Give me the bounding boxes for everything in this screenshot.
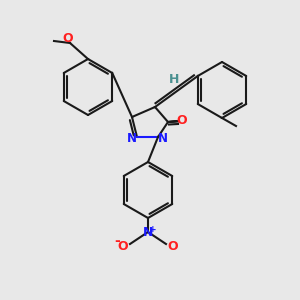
Text: N: N	[127, 131, 137, 145]
Text: -: -	[114, 234, 120, 248]
Text: N: N	[158, 131, 168, 145]
Text: N: N	[143, 226, 153, 239]
Text: O: O	[118, 239, 128, 253]
Text: H: H	[169, 73, 180, 86]
Text: +: +	[149, 224, 157, 233]
Text: O: O	[168, 239, 178, 253]
Text: O: O	[177, 113, 187, 127]
Text: O: O	[63, 32, 73, 46]
